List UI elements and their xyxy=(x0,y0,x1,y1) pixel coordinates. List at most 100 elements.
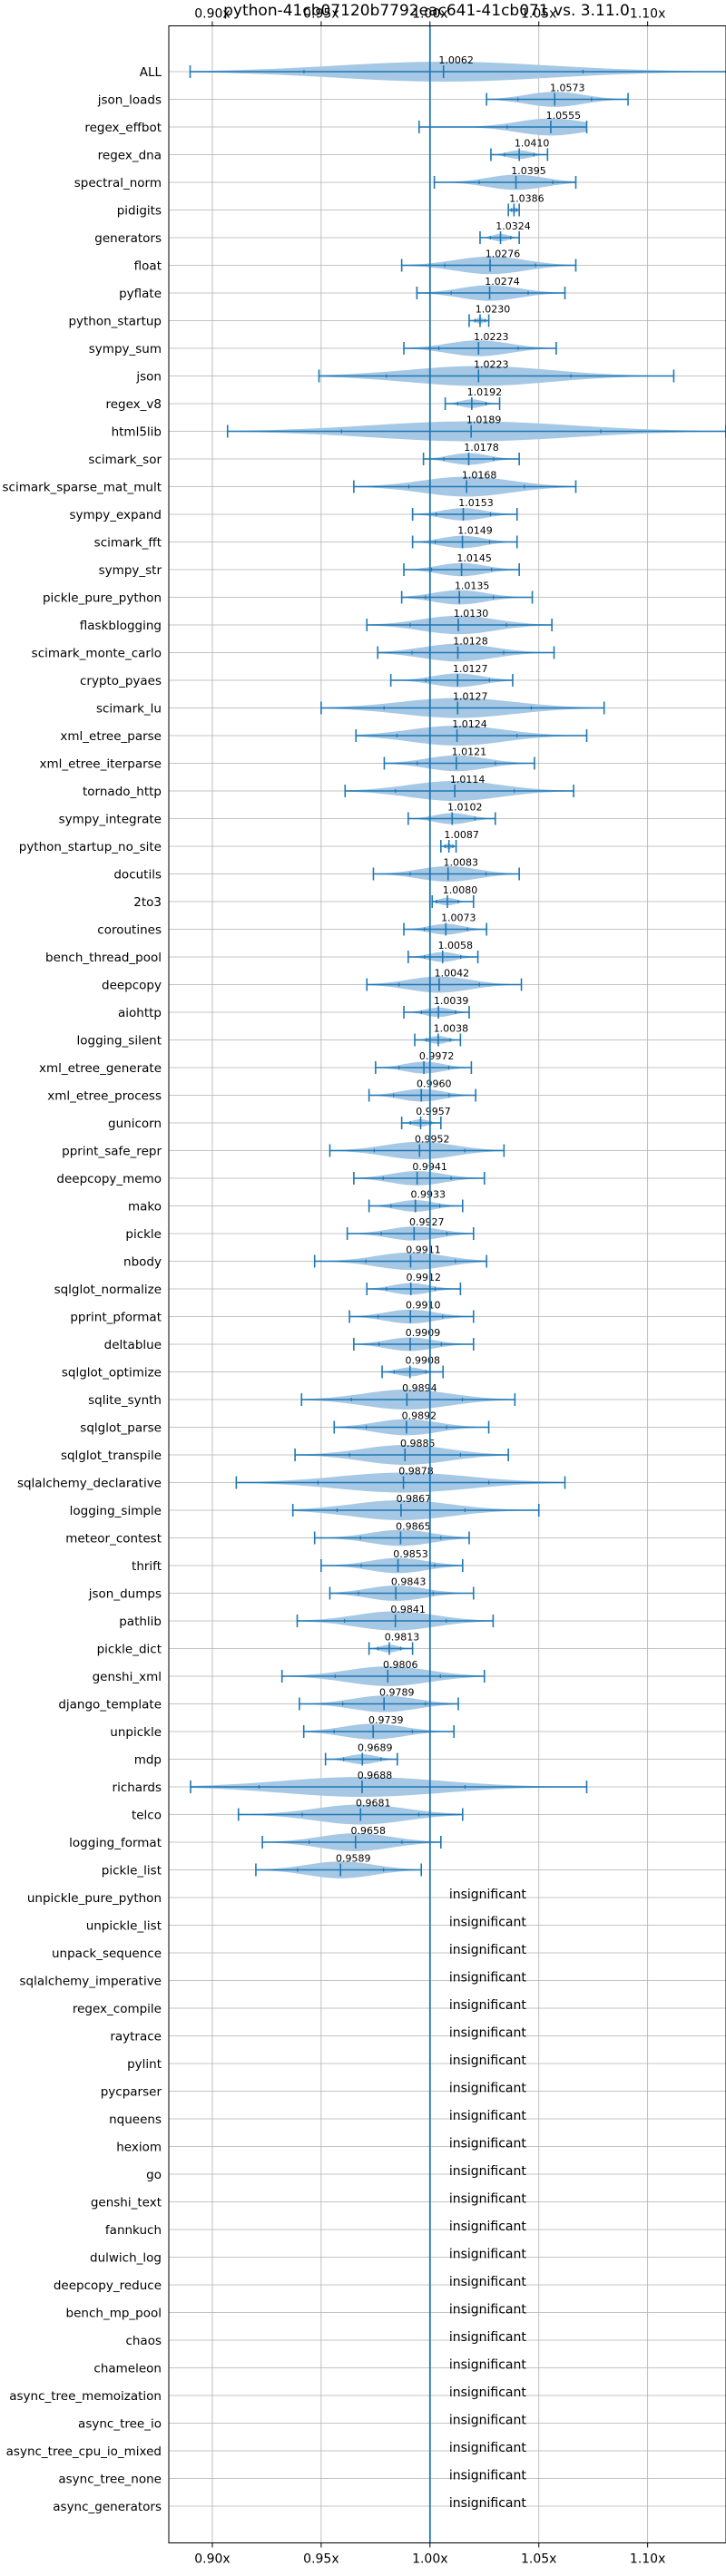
mean-value-label: 0.9909 xyxy=(406,1327,441,1339)
benchmark-label: regex_compile xyxy=(73,2002,162,2016)
benchmark-label: pprint_safe_repr xyxy=(62,1145,162,1159)
mean-value-label: 1.0042 xyxy=(435,968,470,980)
benchmark-label: regex_dna xyxy=(98,149,162,163)
mean-value-label: 1.0178 xyxy=(464,442,499,454)
insignificant-label: insignificant xyxy=(449,2330,527,2345)
mean-value-label: 1.0145 xyxy=(456,552,492,564)
insignificant-label: insignificant xyxy=(449,1971,527,1986)
benchmark-label: chameleon xyxy=(93,2362,162,2376)
x-tick-label-top: 1.10x xyxy=(630,7,665,22)
mean-value-label: 1.0128 xyxy=(453,636,488,648)
x-axis-bottom: 0.90x 0.95x 1.00x 1.05x 1.10x xyxy=(194,2542,665,2567)
mean-value-label: 1.0127 xyxy=(453,691,488,703)
insignificant-label: insignificant xyxy=(449,2303,527,2317)
mean-value-label: 1.0127 xyxy=(453,663,488,675)
benchmark-label: meteor_contest xyxy=(65,1532,162,1547)
insignificant-label: insignificant xyxy=(449,1998,527,2013)
x-tick-label-top: 1.00x xyxy=(412,7,447,22)
mean-value-label: 1.0073 xyxy=(441,912,476,924)
mean-value-label: 1.0039 xyxy=(434,995,469,1007)
benchmark-label: nqueens xyxy=(109,2113,162,2127)
insignificant-label: insignificant xyxy=(449,2109,527,2123)
benchmark-label: python_startup_no_site xyxy=(19,840,162,854)
benchmark-label: deepcopy xyxy=(102,979,162,993)
benchmark-label: scimark_sor xyxy=(88,453,162,467)
chart-title: python-41cb07120b7792eac641-41cb071 vs. … xyxy=(223,2,630,20)
benchmark-label: docutils xyxy=(113,868,162,883)
insignificant-label: insignificant xyxy=(449,1916,527,1930)
benchmark-label: coroutines xyxy=(97,923,162,938)
mean-value-label: 1.0080 xyxy=(443,884,478,896)
insignificant-label: insignificant xyxy=(449,1943,527,1957)
insignificant-label: insignificant xyxy=(449,2275,527,2289)
mean-value-label: 1.0058 xyxy=(437,940,473,951)
mean-value-label: 1.0386 xyxy=(509,193,544,205)
benchmark-label: go xyxy=(146,2168,162,2182)
benchmark-label: pickle_pure_python xyxy=(43,591,162,606)
benchmark-label: deepcopy_reduce xyxy=(54,2278,162,2293)
benchmark-label: regex_v8 xyxy=(105,397,162,412)
benchmark-label: xml_etree_process xyxy=(47,1089,162,1104)
benchmark-label: unpickle_pure_python xyxy=(27,1891,162,1906)
benchmark-label: async_tree_io xyxy=(78,2417,162,2432)
benchmark-label: sympy_sum xyxy=(89,342,162,356)
mean-value-label: 0.9865 xyxy=(396,1521,431,1533)
mean-value-label: 1.0395 xyxy=(511,165,546,177)
benchmark-label: async_tree_none xyxy=(58,2473,162,2487)
benchmark-label: ALL xyxy=(140,65,162,80)
benchmark-label: deepcopy_memo xyxy=(56,1172,162,1186)
x-tick-label-bottom: 1.05x xyxy=(521,2552,556,2567)
benchmark-label: sympy_expand xyxy=(69,508,162,522)
mean-value-label: 1.0149 xyxy=(457,525,493,537)
mean-value-label: 1.0223 xyxy=(474,359,509,371)
benchmark-label: pickle xyxy=(125,1227,162,1242)
benchmark-label: scimark_sparse_mat_mult xyxy=(3,481,162,495)
benchmark-label: mako xyxy=(128,1200,162,1215)
mean-value-label: 1.0223 xyxy=(474,331,509,343)
x-axis-top: 0.90x 0.95x 1.00x 1.05x 1.10x xyxy=(194,7,665,26)
benchmark-label: sympy_integrate xyxy=(59,813,162,827)
insignificant-label: insignificant xyxy=(449,2441,527,2455)
benchmark-label: pprint_pformat xyxy=(70,1311,162,1325)
benchmark-label: bench_thread_pool xyxy=(45,951,162,965)
category-labels: ALL json_loads regex_effbot regex_dnaspectr… xyxy=(3,65,527,2514)
benchmark-label: scimark_monte_carlo xyxy=(32,647,162,661)
mean-value-label: 1.0153 xyxy=(458,497,494,509)
plot-frame xyxy=(168,25,726,2543)
mean-value-label: 1.0555 xyxy=(546,110,582,122)
mean-value-label: 1.0087 xyxy=(444,829,479,841)
benchmark-label: crypto_pyaes xyxy=(80,674,162,688)
mean-value-label: 1.0192 xyxy=(467,386,503,398)
benchmark-label: dulwich_log xyxy=(90,2251,162,2266)
mean-value-label: 0.9853 xyxy=(393,1548,428,1560)
benchmark-label: pickle_list xyxy=(102,1864,162,1878)
benchmark-label: generators xyxy=(94,231,162,246)
mean-value-label: 0.9813 xyxy=(385,1632,420,1644)
mean-value-label: 0.9910 xyxy=(406,1300,441,1312)
x-tick-label-bottom: 1.10x xyxy=(630,2552,665,2567)
benchmark-label: logging_simple xyxy=(70,1504,162,1518)
mean-value-label: 1.0121 xyxy=(452,746,487,758)
benchmark-label: bench_mp_pool xyxy=(66,2307,162,2321)
mean-value-label: 0.9658 xyxy=(351,1825,387,1837)
mean-value-label: 0.9885 xyxy=(400,1438,436,1449)
mean-value-label: 0.9806 xyxy=(383,1659,418,1671)
mean-value-label: 1.0135 xyxy=(455,581,490,592)
benchmark-label: html5lib xyxy=(112,425,162,440)
benchmark-label: chaos xyxy=(125,2334,162,2348)
x-tick-label-bottom: 0.90x xyxy=(194,2552,230,2567)
mean-value-label: 0.9843 xyxy=(391,1576,427,1588)
insignificant-label: insignificant xyxy=(449,2164,527,2179)
benchmark-label: richards xyxy=(113,1781,162,1795)
benchmark-label: pylint xyxy=(127,2057,162,2072)
benchmark-label: xml_etree_iterparse xyxy=(40,757,162,772)
benchmark-label: deltablue xyxy=(104,1338,162,1352)
benchmark-label: flaskblogging xyxy=(80,619,162,633)
mean-value-label: 0.9681 xyxy=(356,1798,391,1810)
benchmark-label: pathlib xyxy=(119,1615,162,1629)
benchmark-label: raytrace xyxy=(110,2030,162,2044)
benchmark-label: python_startup xyxy=(68,315,162,329)
benchmark-label: logging_format xyxy=(69,1836,162,1850)
benchmark-label: tornado_http xyxy=(83,785,162,799)
